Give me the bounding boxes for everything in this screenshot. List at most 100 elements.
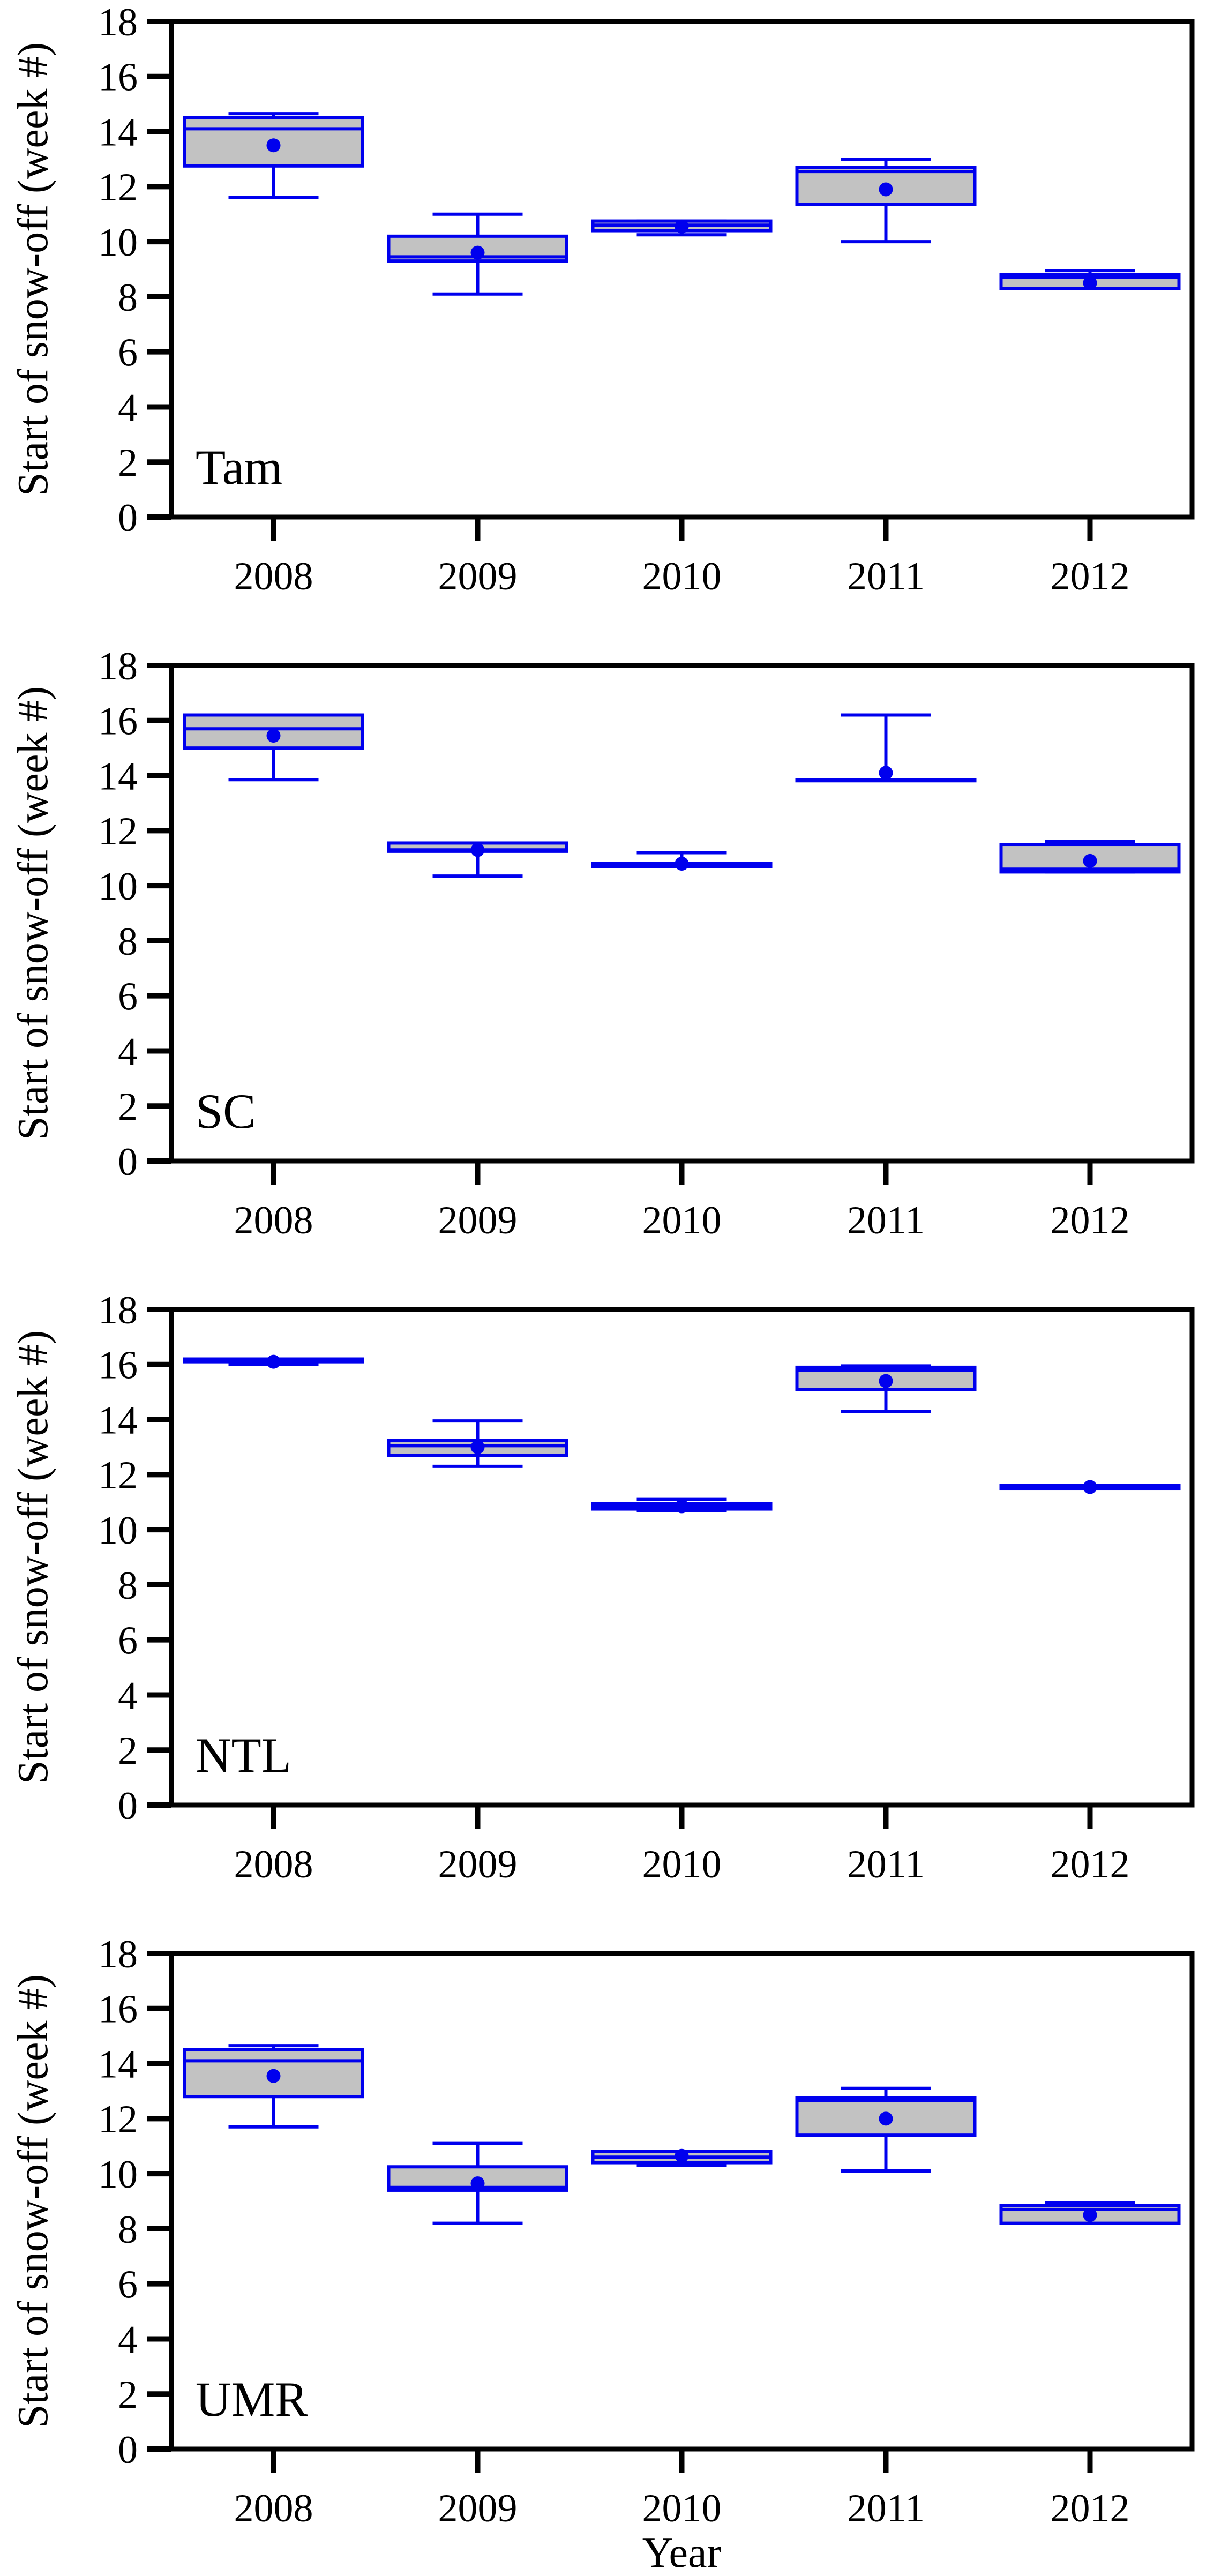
mean-dot — [675, 2148, 689, 2163]
y-tick-label: 18 — [98, 1933, 138, 1976]
x-tick-label: 2008 — [234, 2487, 313, 2530]
mean-dot — [675, 219, 689, 234]
site-label: SC — [196, 1084, 256, 1139]
x-tick-label: 2011 — [847, 2487, 925, 2530]
y-axis-title: Start of snow-off (week #) — [10, 686, 57, 1140]
mean-dot — [470, 843, 485, 857]
x-tick-label: 2008 — [234, 555, 313, 598]
y-tick-label: 2 — [118, 1729, 138, 1773]
y-tick-label: 14 — [98, 2042, 138, 2086]
y-tick-label: 8 — [118, 1564, 138, 1608]
x-tick-label: 2009 — [438, 555, 518, 598]
y-tick-label: 2 — [118, 441, 138, 485]
mean-dot — [675, 857, 689, 871]
plot-frame — [169, 19, 1195, 520]
y-tick-label: 6 — [118, 975, 138, 1019]
box-group-2011 — [795, 1364, 977, 1413]
y-tick-label: 16 — [98, 1988, 138, 2032]
mean-dot — [266, 729, 281, 743]
y-tick-label: 12 — [98, 1454, 138, 1497]
box-group-2010 — [591, 219, 773, 237]
box-group-2011 — [795, 157, 977, 244]
box-group-2008 — [183, 1354, 364, 1369]
y-tick-label: 0 — [118, 1784, 138, 1828]
site-label: NTL — [196, 1728, 291, 1783]
box-group-2008 — [183, 2044, 364, 2129]
y-tick-label: 16 — [98, 1344, 138, 1388]
mean-dot — [266, 2069, 281, 2083]
mean-dot — [879, 766, 893, 780]
x-tick-label: 2008 — [234, 1843, 313, 1886]
y-axis-title: Start of snow-off (week #) — [10, 1330, 57, 1784]
y-tick-label: 4 — [118, 2318, 138, 2362]
mean-dot — [879, 1374, 893, 1388]
y-tick-label: 8 — [118, 2208, 138, 2252]
mean-dot — [266, 1354, 281, 1369]
mean-dot — [1083, 2208, 1097, 2222]
box-group-2010 — [591, 1497, 773, 1514]
x-tick-label: 2010 — [642, 2487, 722, 2530]
y-tick-label: 6 — [118, 1619, 138, 1663]
y-tick-label: 10 — [98, 2153, 138, 2197]
y-tick-label: 6 — [118, 2263, 138, 2307]
y-tick-label: 2 — [118, 1085, 138, 1129]
x-tick-label: 2011 — [847, 555, 925, 598]
boxplot-panel-sc: 0 2 4 6 8 10 12 14 16 18 2008 2009 2010 2011 2012 Start… — [10, 645, 1195, 1242]
y-tick-label: 8 — [118, 276, 138, 320]
y-axis-title: Start of snow-off (week #) — [10, 1974, 57, 2428]
x-tick-label: 2011 — [847, 1199, 925, 1242]
box-group-2011 — [795, 713, 977, 783]
y-tick-label: 14 — [98, 1398, 138, 1442]
site-label: UMR — [196, 2372, 308, 2427]
plot-frame — [169, 1951, 1195, 2452]
box-group-2011 — [795, 2086, 977, 2173]
mean-dot — [1083, 1480, 1097, 1494]
y-tick-label: 6 — [118, 331, 138, 375]
y-tick-label: 4 — [118, 1674, 138, 1718]
y-tick-label: 14 — [98, 754, 138, 798]
x-tick-label: 2010 — [642, 555, 722, 598]
x-tick-label: 2012 — [1051, 1843, 1130, 1886]
x-tick-label: 2011 — [847, 1843, 925, 1886]
y-tick-label: 10 — [98, 1509, 138, 1553]
x-tick-label: 2010 — [642, 1843, 722, 1886]
y-tick-label: 4 — [118, 1030, 138, 1074]
y-tick-label: 14 — [98, 110, 138, 154]
y-tick-label: 10 — [98, 221, 138, 265]
box-group-2012 — [999, 840, 1181, 874]
y-tick-label: 12 — [98, 810, 138, 853]
x-tick-label: 2012 — [1051, 2487, 1130, 2530]
box-group-2009 — [387, 2141, 568, 2225]
box-group-2012 — [999, 2201, 1181, 2225]
y-tick-label: 18 — [98, 1289, 138, 1332]
mean-dot — [470, 245, 485, 260]
y-tick-label: 4 — [118, 386, 138, 430]
box-group-2010 — [591, 2148, 773, 2167]
box-group-2009 — [387, 212, 568, 296]
box-group-2008 — [183, 112, 364, 199]
boxplot-panel-umr: 0 2 4 6 8 10 12 14 16 18 2008 2009 2010 2011 2012 Start… — [10, 1933, 1195, 2576]
box-group-2009 — [387, 841, 568, 878]
boxplot-panel-tam: 0 2 4 6 8 10 12 14 16 18 2008 2009 2010 2011 2012 Start… — [10, 1, 1195, 598]
x-tick-label: 2012 — [1051, 555, 1130, 598]
plot-frame — [169, 1307, 1195, 1808]
y-tick-label: 8 — [118, 920, 138, 964]
mean-dot — [879, 2111, 893, 2126]
mean-dot — [1083, 853, 1097, 868]
x-axis-title: Year — [642, 2529, 721, 2576]
box-group-2009 — [387, 1419, 568, 1468]
mean-dot — [266, 138, 281, 153]
box-group-2008 — [183, 713, 364, 782]
mean-dot — [470, 2176, 485, 2191]
y-tick-label: 18 — [98, 645, 138, 688]
x-tick-label: 2009 — [438, 2487, 518, 2530]
x-tick-label: 2009 — [438, 1199, 518, 1242]
mean-dot — [879, 182, 893, 197]
mean-dot — [1083, 276, 1097, 290]
y-tick-label: 18 — [98, 1, 138, 44]
x-tick-label: 2012 — [1051, 1199, 1130, 1242]
y-tick-label: 0 — [118, 496, 138, 540]
site-label: Tam — [196, 440, 282, 495]
mean-dot — [675, 1499, 689, 1514]
